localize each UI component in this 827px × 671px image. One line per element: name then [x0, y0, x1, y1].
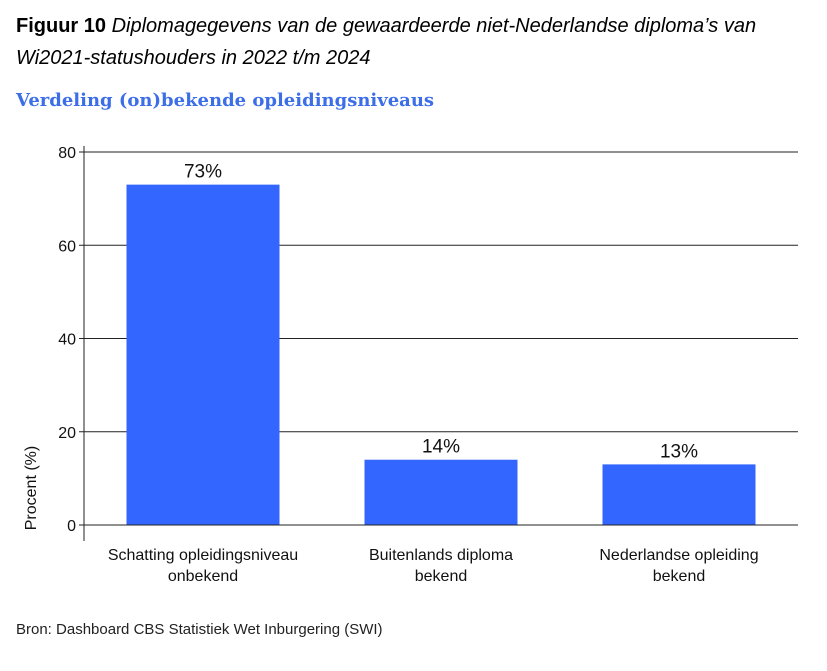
y-tick-label: 80: [58, 145, 76, 162]
data-label: 73%: [184, 162, 222, 183]
x-tick-label: onbekend: [168, 568, 238, 585]
bar-chart: 73% Schatting opleidingsniveau onbekend 14%…: [0, 0, 827, 671]
x-tick-label: Nederlandse opleiding: [599, 547, 758, 564]
y-tick-label: 0: [67, 518, 76, 535]
x-tick-label: Schatting opleidingsniveau: [108, 547, 298, 564]
bar: [127, 185, 280, 525]
y-tick-label: 40: [58, 332, 76, 349]
source-note: Bron: Dashboard CBS Statistiek Wet Inbur…: [16, 621, 383, 638]
y-tick-label: 60: [58, 238, 76, 255]
data-label: 13%: [660, 441, 698, 462]
bar: [603, 464, 756, 525]
y-tick-label: 20: [58, 425, 76, 442]
bar: [365, 460, 518, 525]
y-axis-label: Procent (%): [23, 446, 40, 530]
data-label: 14%: [422, 437, 460, 458]
x-tick-label: bekend: [653, 568, 706, 585]
x-tick-label: bekend: [415, 568, 468, 585]
x-tick-label: Buitenlands diploma: [369, 547, 513, 564]
